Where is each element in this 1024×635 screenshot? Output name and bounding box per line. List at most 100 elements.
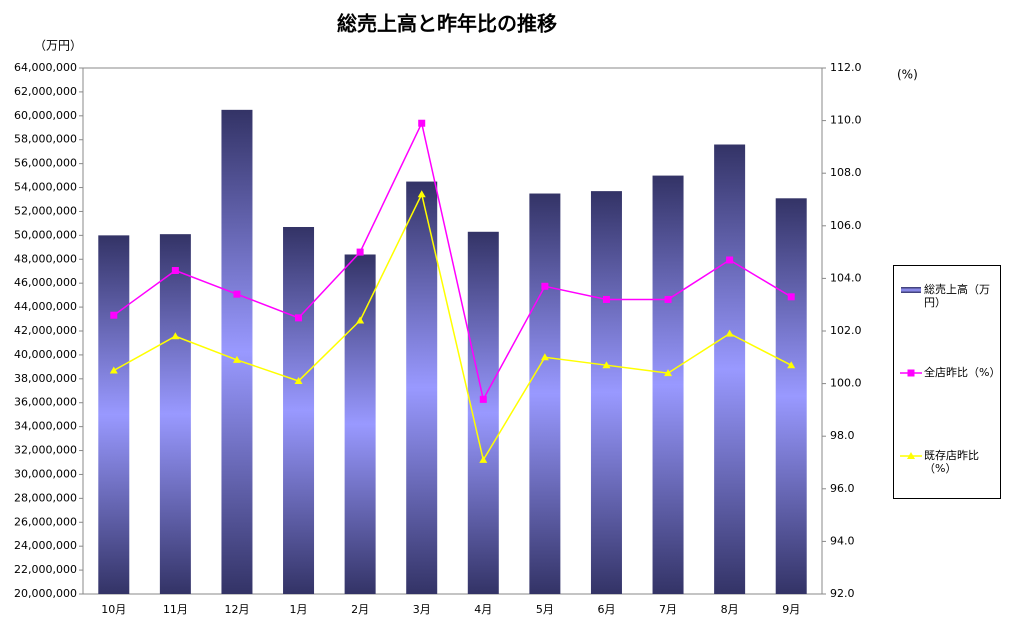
y-tick-label: 24,000,000 xyxy=(14,539,77,552)
y2-tick-label: 110.0 xyxy=(830,114,862,127)
x-tick-label: 6月 xyxy=(597,603,615,616)
legend: 総売上高（万円） 全店昨比（%） 既存店昨比（%） xyxy=(893,265,1001,499)
y-tick-label: 44,000,000 xyxy=(14,300,77,313)
legend-swatch xyxy=(901,287,921,293)
y2-tick-label: 94.0 xyxy=(830,534,855,547)
legend-swatch-bar xyxy=(901,287,921,293)
y-tick-label: 42,000,000 xyxy=(14,324,77,337)
legend-item: 総売上高（万円） xyxy=(900,283,1000,309)
marker xyxy=(664,369,673,377)
legend-label: 全店昨比（%） xyxy=(924,366,1001,379)
x-tick-label: 2月 xyxy=(351,603,369,616)
bar xyxy=(159,234,191,594)
marker xyxy=(109,366,118,374)
marker xyxy=(232,355,241,363)
marker xyxy=(664,295,672,303)
y-tick-label: 62,000,000 xyxy=(14,85,77,98)
bar xyxy=(529,193,561,595)
y2-tick-label: 102.0 xyxy=(830,324,862,337)
marker xyxy=(233,290,241,298)
legend-swatch-marker xyxy=(907,369,915,377)
marker xyxy=(171,332,180,340)
y-tick-label: 30,000,000 xyxy=(14,467,77,480)
marker xyxy=(479,455,488,463)
chart-title: 総売上高と昨年比の推移 xyxy=(337,12,557,36)
x-tick-label: 8月 xyxy=(721,603,739,616)
legend-swatch xyxy=(900,452,922,459)
marker xyxy=(110,311,118,319)
marker xyxy=(787,293,795,301)
bar xyxy=(406,181,438,594)
bar xyxy=(221,109,253,594)
marker xyxy=(294,376,303,384)
y-tick-label: 46,000,000 xyxy=(14,276,77,289)
y-tick-label: 58,000,000 xyxy=(14,133,77,146)
y-axis-unit: （万円） xyxy=(34,39,82,53)
x-tick-label: 5月 xyxy=(536,603,554,616)
marker xyxy=(726,256,734,264)
marker xyxy=(418,119,426,127)
y-tick-label: 22,000,000 xyxy=(14,563,77,576)
y2-tick-label: 100.0 xyxy=(830,377,862,390)
y2-tick-label: 104.0 xyxy=(830,271,862,284)
legend-label: 既存店昨比（%） xyxy=(924,449,979,475)
y-tick-label: 64,000,000 xyxy=(14,61,77,74)
legend-item: 既存店昨比（%） xyxy=(900,449,1000,475)
y-tick-label: 50,000,000 xyxy=(14,228,77,241)
y2-axis-unit: (%) xyxy=(897,68,918,82)
y-tick-label: 52,000,000 xyxy=(14,204,77,217)
marker xyxy=(725,329,734,337)
marker xyxy=(787,361,796,369)
x-tick-label: 1月 xyxy=(290,603,308,616)
marker xyxy=(540,353,549,361)
bar xyxy=(590,191,622,594)
x-tick-label: 9月 xyxy=(782,603,800,616)
y-tick-label: 40,000,000 xyxy=(14,348,77,361)
y-tick-label: 54,000,000 xyxy=(14,181,77,194)
legend-label: 総売上高（万円） xyxy=(924,283,990,309)
bar xyxy=(775,198,807,594)
y-tick-label: 36,000,000 xyxy=(14,396,77,409)
y-tick-label: 60,000,000 xyxy=(14,109,77,122)
line xyxy=(113,192,792,462)
plot-area xyxy=(82,67,823,595)
line xyxy=(113,120,792,402)
y-tick-label: 28,000,000 xyxy=(14,491,77,504)
x-tick-label: 12月 xyxy=(224,603,249,616)
x-tick-label: 4月 xyxy=(474,603,492,616)
legend-swatch-marker xyxy=(907,452,915,459)
bar xyxy=(344,254,376,594)
y-tick-label: 56,000,000 xyxy=(14,157,77,170)
x-tick-label: 11月 xyxy=(163,603,188,616)
x-tick-label: 7月 xyxy=(659,603,677,616)
y2-tick-label: 106.0 xyxy=(830,219,862,232)
legend-item: 全店昨比（%） xyxy=(900,366,1000,379)
y-tick-label: 32,000,000 xyxy=(14,444,77,457)
y-tick-label: 26,000,000 xyxy=(14,515,77,528)
marker xyxy=(295,314,303,322)
y-tick-label: 34,000,000 xyxy=(14,420,77,433)
y2-tick-label: 108.0 xyxy=(830,166,862,179)
bar xyxy=(652,175,684,594)
marker xyxy=(356,248,364,256)
y2-tick-label: 112.0 xyxy=(830,61,862,74)
marker xyxy=(356,316,365,324)
y-tick-label: 20,000,000 xyxy=(14,587,77,600)
y2-tick-label: 96.0 xyxy=(830,482,855,495)
bar xyxy=(714,144,746,594)
y2-tick-label: 92.0 xyxy=(830,587,855,600)
marker xyxy=(479,395,487,403)
legend-swatch xyxy=(900,369,922,377)
x-tick-label: 3月 xyxy=(413,603,431,616)
marker xyxy=(171,267,179,275)
marker xyxy=(602,361,611,369)
marker xyxy=(541,282,549,290)
marker xyxy=(602,295,610,303)
bar xyxy=(98,235,130,594)
y-tick-label: 38,000,000 xyxy=(14,372,77,385)
x-tick-label: 10月 xyxy=(101,603,126,616)
y-tick-label: 48,000,000 xyxy=(14,252,77,265)
marker xyxy=(417,190,426,198)
